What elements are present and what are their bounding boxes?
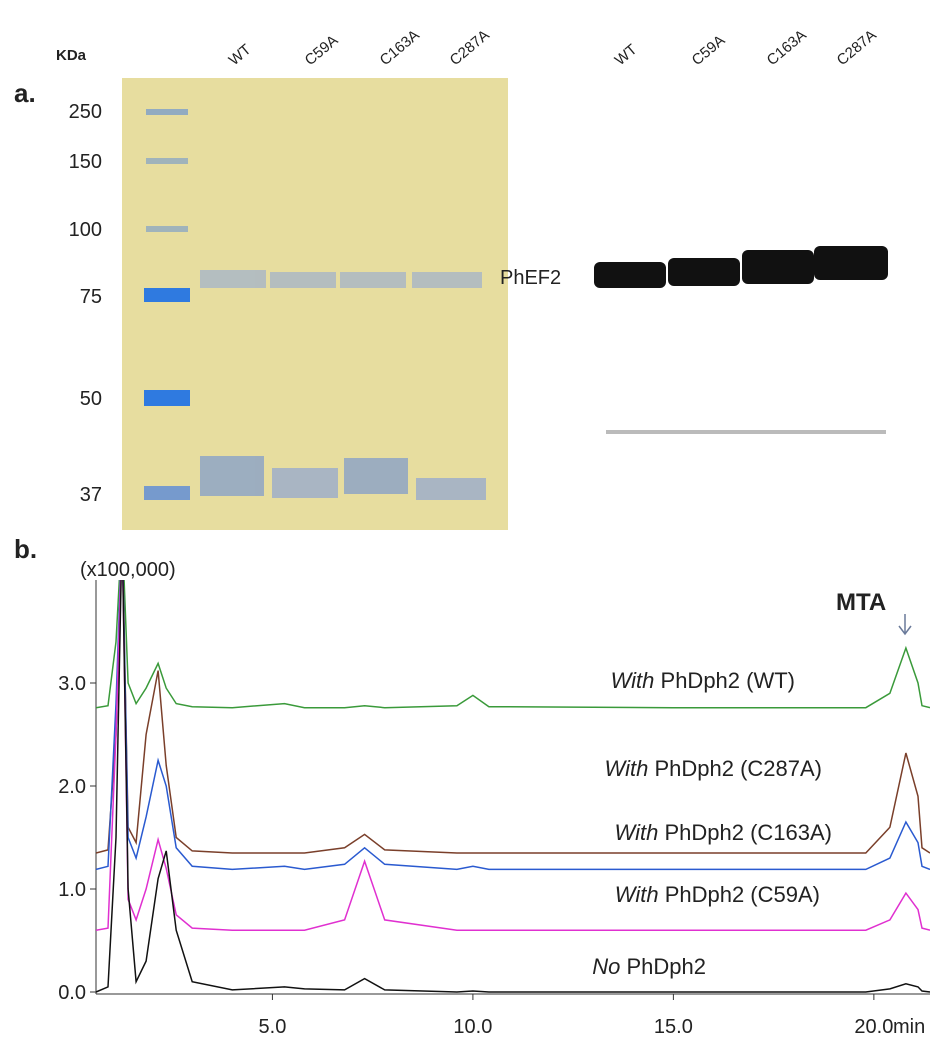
marker-label: 37 (80, 484, 102, 506)
trace (96, 580, 930, 854)
trace (96, 580, 930, 931)
lane-label: C287A (834, 27, 880, 70)
trace (96, 580, 930, 993)
y-tick-label: 2.0 (58, 776, 86, 798)
lane-label: C163A (377, 27, 423, 70)
x-tick-label: 10.0 (453, 1016, 492, 1038)
marker-label: 250 (69, 101, 102, 123)
lane-label: C59A (689, 32, 729, 69)
marker-label: 50 (80, 388, 102, 410)
unit-label: KDa (56, 47, 87, 64)
series-label: With PhDph2 (C163A) (615, 820, 832, 845)
series-label: With PhDph2 (C59A) (615, 882, 820, 907)
gel (122, 78, 508, 530)
series-label: With PhDph2 (WT) (611, 668, 795, 693)
blot-bands (594, 246, 888, 434)
marker-label: 100 (69, 219, 102, 241)
x-tick-label: 15.0 (654, 1016, 693, 1038)
y-unit: (x100,000) (80, 559, 176, 581)
gel-bands (200, 270, 486, 500)
y-tick-label: 0.0 (58, 982, 86, 1004)
annotation-arrow (898, 614, 912, 636)
marker-label: 75 (80, 286, 102, 308)
x-tick-label: 5.0 (259, 1016, 287, 1038)
y-tick-label: 3.0 (58, 673, 86, 695)
trace (96, 580, 930, 709)
annotation: MTA (836, 589, 886, 616)
lane-label: C163A (764, 27, 810, 70)
panel-label: a. (14, 78, 36, 108)
series-label: With PhDph2 (C287A) (605, 756, 822, 781)
lane-label: WT (226, 41, 255, 69)
trace (96, 580, 930, 871)
lane-label: C59A (302, 32, 342, 69)
band-label: PhEF2 (500, 267, 561, 289)
series-label: No PhDph2 (592, 954, 706, 979)
marker-lane (144, 109, 190, 500)
panel-label: b. (14, 534, 37, 564)
lane-label: WT (612, 41, 641, 69)
marker-label: 150 (69, 151, 102, 173)
y-tick-label: 1.0 (58, 879, 86, 901)
plot (96, 580, 930, 993)
x-tick-label: 20.0 (854, 1016, 893, 1038)
x-unit: min (893, 1016, 925, 1038)
lane-label: C287A (447, 27, 493, 70)
